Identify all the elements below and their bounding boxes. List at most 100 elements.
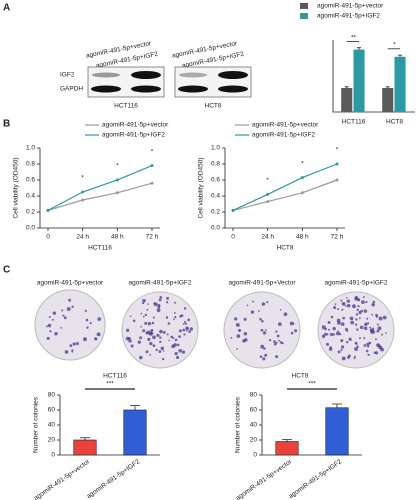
point: [150, 181, 154, 185]
colony-dot: [176, 355, 180, 360]
dish-label: agomiR-491-5p+Vector: [228, 280, 296, 287]
bar: [394, 56, 406, 112]
colony-dot: [354, 295, 359, 300]
significance: ***: [106, 381, 114, 388]
axis: [39, 148, 160, 229]
colony-dot: [153, 302, 158, 307]
colony-dot: [185, 329, 188, 332]
culture-dish: [34, 289, 106, 361]
colony-dot: [149, 331, 154, 336]
colony-dot: [278, 339, 280, 342]
y-axis-label: Number of colonies: [33, 396, 40, 453]
colony-dot: [52, 311, 57, 315]
colony-dot: [325, 342, 330, 346]
colony-dot: [234, 317, 238, 321]
colony-dot: [49, 330, 52, 333]
colony-dot: [86, 326, 89, 329]
colony-dot: [183, 320, 186, 323]
point: [81, 198, 85, 202]
significance: *: [266, 177, 269, 184]
legend-label: agomiR-491-5p+vector: [317, 3, 384, 10]
colony-dot: [166, 301, 169, 304]
axis: [224, 148, 345, 229]
colony-dot: [158, 298, 162, 302]
colony-dot: [152, 316, 155, 319]
error-bar: [357, 47, 362, 50]
colony-dot: [147, 337, 151, 341]
colony-dot: [385, 332, 387, 334]
y-axis-label: Cell viability (OD450): [13, 157, 20, 218]
colony-dot: [83, 337, 87, 342]
y-tick-label: 80: [48, 392, 56, 399]
colony-dot: [159, 295, 163, 299]
colony-dot: [47, 323, 52, 328]
colony-dot: [275, 355, 279, 359]
y-tick-label: 40: [48, 422, 56, 429]
colony-dot: [147, 303, 149, 305]
colony-dot: [365, 301, 368, 304]
legend-label: agomiR-491-5p+vector: [252, 122, 319, 129]
significance: *: [151, 148, 154, 155]
colony-dot: [252, 300, 254, 303]
colony-dot: [261, 319, 264, 323]
x-tick-label: 0: [46, 234, 50, 241]
colony-dot: [242, 339, 246, 343]
colony-dot: [178, 348, 183, 353]
x-tick-label: 24 h: [76, 234, 89, 241]
bar: [341, 88, 353, 112]
point: [115, 178, 119, 182]
colony-dot: [64, 350, 69, 354]
colony-dot: [140, 325, 143, 328]
x-tick-label: HCT116: [342, 119, 366, 126]
y-tick-label: 60: [48, 407, 56, 414]
colony-dot: [338, 321, 341, 324]
y-tick-label: 60: [250, 407, 258, 414]
bar: [275, 441, 299, 456]
colony-dot: [289, 321, 294, 326]
colony-dot: [158, 350, 162, 353]
colony-dot: [371, 313, 374, 316]
colony-dot: [258, 310, 260, 312]
colony-dot: [130, 344, 134, 348]
panel-letter: C: [3, 265, 10, 276]
panel-letter: B: [3, 119, 10, 130]
colony-dot: [137, 340, 141, 344]
colony-dot: [186, 327, 189, 330]
colony-dot: [354, 341, 358, 345]
dish-label: agomiR-491-5p+vector: [37, 280, 104, 287]
colony-dot: [371, 302, 375, 307]
colony-dot: [85, 318, 89, 322]
colony-dot: [332, 333, 336, 336]
significance: ***: [308, 381, 316, 388]
point: [266, 192, 270, 196]
colony-dot: [341, 308, 344, 311]
colony-dot: [261, 302, 266, 306]
line: [47, 182, 153, 211]
colony-dot: [183, 333, 186, 336]
colony-dot: [294, 329, 298, 333]
colony-dot: [381, 333, 384, 336]
colony-dot: [76, 342, 79, 346]
colony-dot: [182, 323, 185, 325]
colony-dot: [184, 322, 187, 325]
colony-dot: [46, 336, 50, 340]
point: [335, 178, 339, 182]
colony-dot: [277, 322, 282, 326]
colony-dot: [230, 336, 233, 339]
colony-dot: [168, 339, 170, 342]
colony-dot: [376, 329, 380, 333]
colony-dot: [363, 337, 366, 340]
x-tick-label: agomiR-491-5p+IGF2: [85, 458, 141, 500]
colony-dot: [237, 328, 241, 332]
colony-dot: [276, 334, 280, 338]
colony-dot: [181, 350, 186, 354]
colony-dot: [358, 310, 362, 315]
colony-dot: [361, 300, 365, 304]
bar: [382, 88, 394, 112]
colony-dot: [96, 332, 101, 337]
colony-dot: [150, 329, 153, 332]
colony-dot: [265, 329, 267, 331]
y-tick-label: 40: [250, 422, 258, 429]
colony-dot: [243, 331, 248, 336]
colony-dot: [262, 331, 267, 335]
